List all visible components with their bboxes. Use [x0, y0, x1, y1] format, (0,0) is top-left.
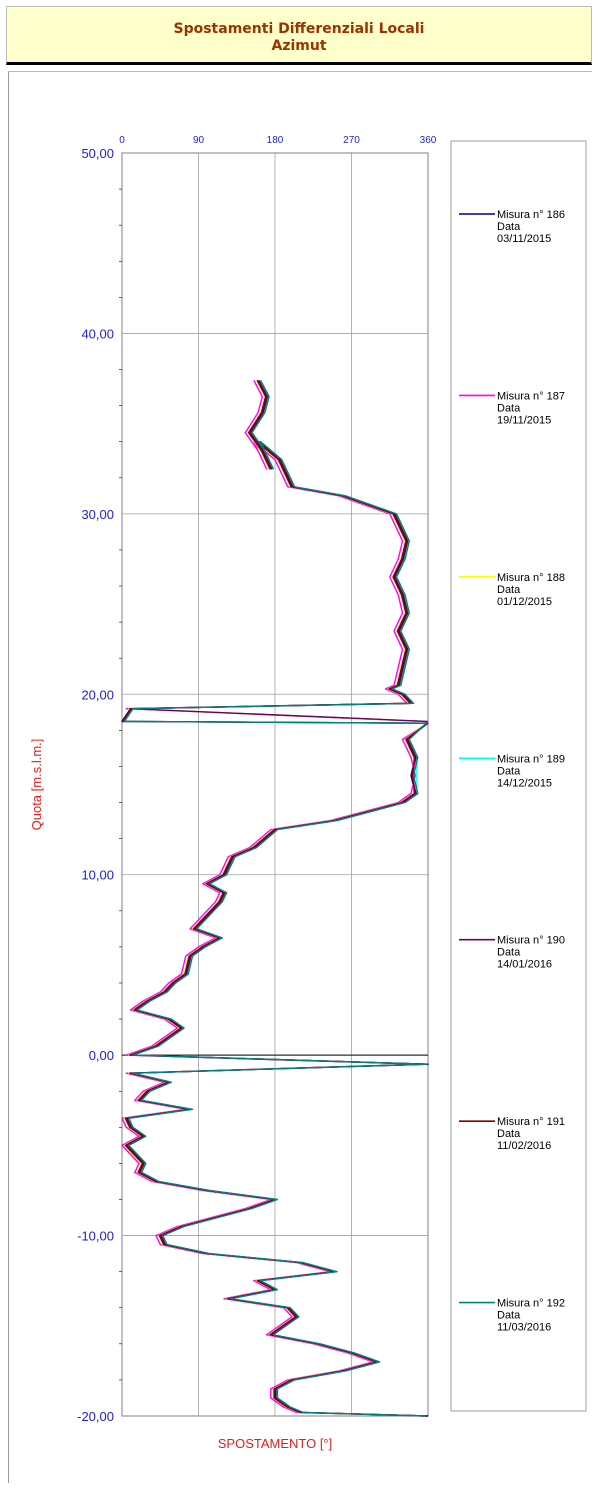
- y-tick-label: 50,00: [81, 146, 114, 161]
- legend-date: 14/12/2015: [497, 777, 552, 789]
- x-tick-label: 0: [119, 135, 125, 146]
- legend-date-label: Data: [497, 765, 521, 777]
- legend-label: Misura n° 190: [497, 935, 565, 947]
- y-tick-label: 0,00: [89, 1048, 114, 1063]
- legend-label: Misura n° 187: [497, 390, 565, 402]
- x-tick-label: 180: [267, 135, 284, 146]
- legend-date-label: Data: [497, 221, 521, 233]
- series-line-7: [123, 379, 427, 1417]
- y-tick-label: 40,00: [81, 326, 114, 341]
- chart-panel: 0 90 180 270 360 50,00 40,00 30,00 20,00 10,00 0,0…: [8, 71, 592, 1483]
- legend-date-label: Data: [497, 402, 521, 414]
- legend-date: 11/02/2016: [497, 1140, 551, 1152]
- chart-subtitle: Azimut: [271, 38, 327, 54]
- legend-date-label: Data: [497, 584, 521, 596]
- legend-label: Misura n° 192: [497, 1298, 565, 1310]
- series-line-6: [122, 379, 428, 1417]
- x-tick-label: 270: [343, 135, 360, 146]
- y-tick-label: -10,00: [77, 1229, 114, 1244]
- y-tick-label: 30,00: [81, 507, 114, 522]
- chart-title: Spostamenti Differenziali Locali: [173, 21, 425, 37]
- legend-date: 19/11/2015: [497, 414, 551, 426]
- y-tick-label: 10,00: [81, 868, 114, 883]
- series-line-2: [121, 379, 429, 1417]
- legend-box: [450, 140, 587, 1412]
- legend-label: Misura n° 186: [497, 209, 565, 221]
- legend-date-label: Data: [497, 1128, 521, 1140]
- y-tick-label: 20,00: [81, 687, 114, 702]
- legend-date: 01/12/2015: [497, 596, 552, 608]
- legend-date-label: Data: [497, 1310, 521, 1322]
- line-chart: 0 90 180 270 360 50,00 40,00 30,00 20,00 10,00 0,0…: [29, 135, 587, 1451]
- legend-date-label: Data: [497, 947, 521, 959]
- y-axis-label: Quota [m.s.l.m.]: [29, 739, 44, 831]
- legend-date: 03/11/2015: [497, 233, 551, 245]
- legend-date: 11/03/2016: [497, 1322, 551, 1334]
- series-line-5: [124, 379, 428, 1417]
- y-tick-label: -20,00: [77, 1409, 114, 1424]
- legend-label: Misura n° 191: [497, 1116, 565, 1128]
- legend-date: 14/01/2016: [497, 959, 552, 971]
- x-tick-label: 360: [420, 135, 437, 146]
- x-tick-label: 90: [193, 135, 205, 146]
- x-axis-label: SPOSTAMENTO [°]: [218, 1436, 333, 1451]
- legend-label: Misura n° 189: [497, 753, 565, 765]
- chart-title-banner: Spostamenti Differenziali Locali Azimut: [6, 6, 592, 65]
- legend-label: Misura n° 188: [497, 572, 565, 584]
